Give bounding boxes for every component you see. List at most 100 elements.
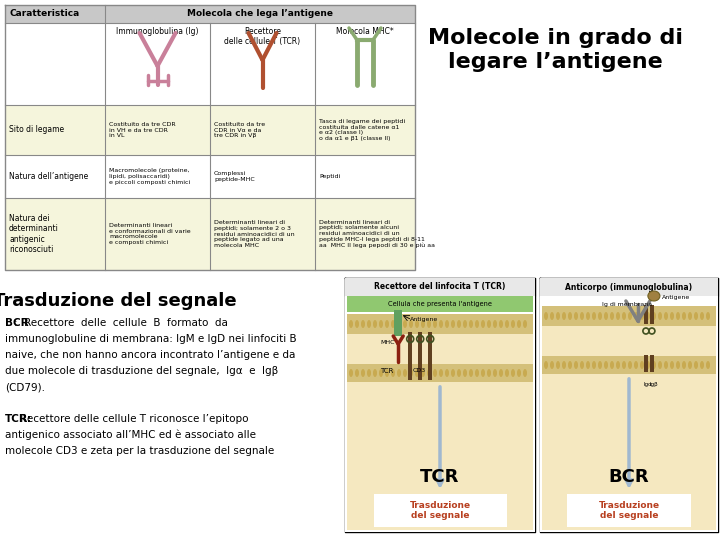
Ellipse shape [568,361,572,369]
Ellipse shape [658,312,662,320]
Ellipse shape [367,369,371,377]
Ellipse shape [505,369,509,377]
Bar [5,23,415,105]
Bar [644,305,648,324]
Ellipse shape [688,312,692,320]
Ellipse shape [700,361,704,369]
Text: Complessi
peptide-MHC: Complessi peptide-MHC [214,171,255,182]
Text: TCR:: TCR: [5,414,32,424]
Text: TCR: TCR [380,368,394,374]
Text: naive, che non hanno ancora incontrato l’antigene e da: naive, che non hanno ancora incontrato l… [5,350,295,360]
Ellipse shape [664,312,668,320]
Ellipse shape [700,312,704,320]
Ellipse shape [544,361,548,369]
Ellipse shape [586,361,590,369]
Ellipse shape [616,312,620,320]
Bar [418,332,422,362]
Ellipse shape [592,361,596,369]
Bar [644,355,648,372]
Ellipse shape [706,312,710,320]
Text: Sito di legame: Sito di legame [9,125,64,134]
Ellipse shape [445,369,449,377]
Ellipse shape [648,291,660,301]
Ellipse shape [634,312,638,320]
Ellipse shape [511,369,515,377]
Text: Recettore delle cellule T riconosce l’epitopo: Recettore delle cellule T riconosce l’ep… [17,414,249,424]
Text: Caratteristica: Caratteristica [9,10,79,18]
Text: Igβ: Igβ [650,382,659,387]
Ellipse shape [694,361,698,369]
Bar [542,356,716,374]
Ellipse shape [355,369,359,377]
Text: Antigene: Antigene [662,295,690,300]
Bar [347,296,533,312]
Ellipse shape [361,320,365,328]
Ellipse shape [469,320,473,328]
Bar [408,332,412,362]
Ellipse shape [463,369,467,377]
Ellipse shape [634,361,638,369]
Text: Trasduzione del segnale: Trasduzione del segnale [0,292,237,310]
Text: Determinanti lineari di
peptidi; solamente 2 o 3
residui aminoacidici di un
pept: Determinanti lineari di peptidi; solamen… [214,220,294,248]
Ellipse shape [499,369,503,377]
Ellipse shape [451,369,455,377]
Text: Tasca di legame dei peptidi
costituita dalle catene α1
e α2 (classe I)
o da α1 e: Tasca di legame dei peptidi costituita d… [319,119,405,141]
Ellipse shape [385,320,389,328]
Ellipse shape [706,361,710,369]
Text: Recettore
delle cellule T (TCR): Recettore delle cellule T (TCR) [225,27,300,46]
Bar [418,362,422,380]
Ellipse shape [427,369,431,377]
Ellipse shape [694,312,698,320]
Text: Igα: Igα [644,382,652,387]
Ellipse shape [487,369,491,377]
Bar [5,155,415,198]
Bar [567,494,691,527]
Text: Molecola che lega l’antigene: Molecola che lega l’antigene [187,10,333,18]
Text: BCR: BCR [608,468,649,486]
Bar [428,362,432,380]
Bar [542,374,716,530]
Ellipse shape [475,320,479,328]
Ellipse shape [391,320,395,328]
Text: :  Recettore  delle  cellule  B  formato  da: : Recettore delle cellule B formato da [14,318,228,328]
Ellipse shape [670,312,674,320]
Text: Determinanti lineari di
peptidi; solamente alcuni
residui aminoacidici di un
pep: Determinanti lineari di peptidi; solamen… [319,220,435,248]
Bar [5,5,415,23]
Bar [650,355,654,372]
Text: Trasduzione
del segnale: Trasduzione del segnale [410,501,471,520]
Text: MHC: MHC [380,340,395,345]
Ellipse shape [682,361,686,369]
Ellipse shape [616,361,620,369]
Ellipse shape [433,369,437,377]
Ellipse shape [403,320,407,328]
Ellipse shape [433,320,437,328]
Bar [345,278,535,296]
Ellipse shape [598,361,602,369]
Ellipse shape [391,369,395,377]
Ellipse shape [421,320,425,328]
Text: molecole CD3 e zeta per la trasduzione del segnale: molecole CD3 e zeta per la trasduzione d… [5,446,274,456]
Ellipse shape [604,312,608,320]
Ellipse shape [397,369,401,377]
Ellipse shape [628,312,632,320]
Text: TCR: TCR [420,468,459,486]
Ellipse shape [445,320,449,328]
Bar [395,310,402,336]
Ellipse shape [523,320,527,328]
Bar [540,278,718,532]
Ellipse shape [481,369,485,377]
Ellipse shape [385,369,389,377]
Ellipse shape [427,320,431,328]
Ellipse shape [658,361,662,369]
Ellipse shape [409,320,413,328]
Bar [5,105,415,155]
Text: BCR: BCR [5,318,29,328]
Text: Trasduzione
del segnale: Trasduzione del segnale [598,501,660,520]
Text: Antigene: Antigene [410,318,438,322]
Ellipse shape [439,369,443,377]
Ellipse shape [574,312,578,320]
Ellipse shape [367,320,371,328]
Bar [428,332,432,362]
Bar [5,198,415,270]
Ellipse shape [349,369,353,377]
